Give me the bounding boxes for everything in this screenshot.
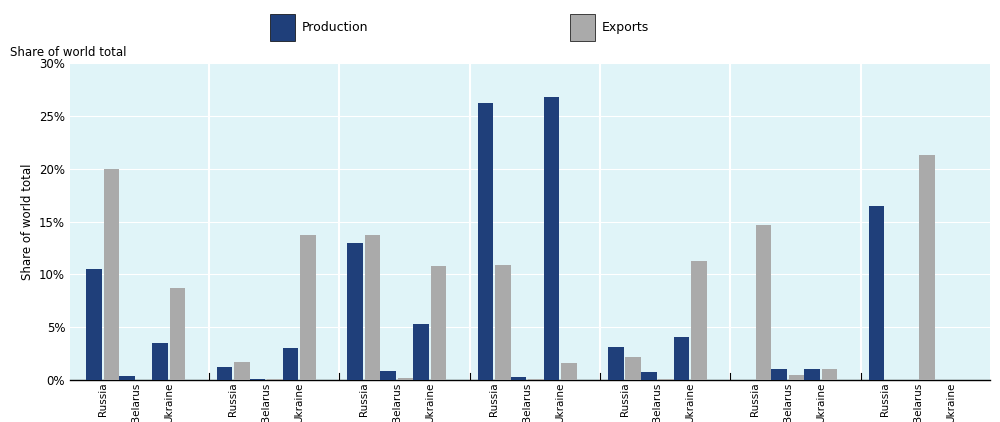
Y-axis label: Share of world total: Share of world total	[21, 163, 34, 280]
Bar	[170, 288, 185, 380]
Bar	[756, 225, 771, 380]
Bar	[691, 260, 707, 380]
Bar	[380, 371, 396, 380]
Bar	[270, 14, 295, 41]
Bar	[283, 348, 298, 380]
Bar	[217, 367, 232, 380]
Bar	[478, 103, 493, 380]
Bar	[431, 266, 446, 380]
Bar	[300, 235, 316, 380]
Bar	[413, 324, 429, 380]
Bar	[608, 347, 624, 380]
Bar	[570, 14, 595, 41]
Bar	[674, 337, 689, 380]
Bar	[641, 372, 657, 380]
Bar	[152, 343, 168, 380]
Bar	[544, 97, 559, 380]
Bar	[347, 243, 363, 380]
Bar	[658, 379, 674, 380]
Bar	[119, 376, 135, 380]
Text: Production: Production	[302, 21, 368, 34]
Text: Share of world total: Share of world total	[10, 46, 126, 59]
Bar	[789, 375, 804, 380]
Bar	[625, 357, 641, 380]
Bar	[511, 376, 526, 380]
Bar	[250, 379, 265, 380]
Bar	[822, 369, 837, 380]
Text: Exports: Exports	[602, 21, 649, 34]
Bar	[561, 363, 577, 380]
Bar	[869, 206, 884, 380]
Bar	[365, 235, 380, 380]
Bar	[267, 379, 283, 380]
Bar	[919, 155, 935, 380]
Bar	[398, 378, 413, 380]
Bar	[495, 265, 511, 380]
Bar	[86, 269, 102, 380]
Bar	[771, 369, 787, 380]
Bar	[528, 379, 544, 380]
Bar	[234, 362, 250, 380]
Bar	[804, 369, 820, 380]
Bar	[104, 169, 119, 380]
